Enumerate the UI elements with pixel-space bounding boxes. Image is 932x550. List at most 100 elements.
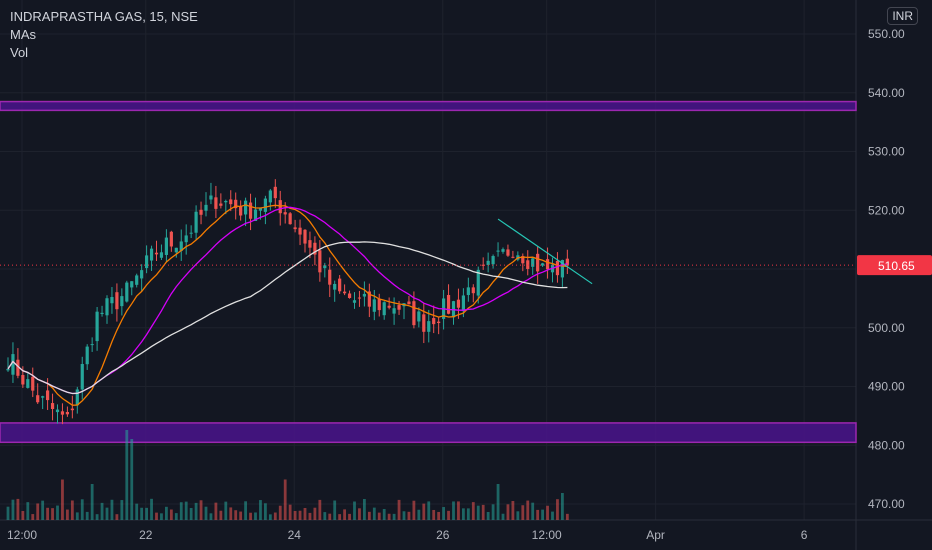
volume-bar <box>224 501 228 520</box>
volume-bar <box>179 502 183 520</box>
volume-bar <box>51 508 54 520</box>
candle-body <box>357 297 362 299</box>
candle-body <box>466 287 470 296</box>
volume-bar <box>120 500 124 520</box>
volume-bar <box>26 502 30 520</box>
candle-body <box>278 200 282 214</box>
candle-body <box>16 359 20 376</box>
volume-bar <box>303 508 307 520</box>
volume-bar <box>80 499 84 520</box>
candle-body <box>164 237 168 255</box>
currency-badge[interactable]: INR <box>887 7 918 25</box>
volume-bar <box>565 513 569 520</box>
volume-bar <box>199 500 203 520</box>
candle-body <box>422 314 426 332</box>
volume-bar <box>21 510 25 520</box>
volume-bar <box>506 504 510 520</box>
candle-body <box>105 298 109 316</box>
volume-bar <box>486 511 490 520</box>
volume-bar <box>214 502 218 520</box>
candle-body <box>179 241 183 251</box>
volume-bar <box>268 514 272 520</box>
candle-body <box>6 368 10 371</box>
candle-body <box>471 287 475 294</box>
candle-body <box>174 247 178 253</box>
candle-body <box>55 409 60 413</box>
volume-bar <box>457 501 460 520</box>
volume-bar <box>442 507 445 520</box>
volume-bar <box>61 479 64 520</box>
volume-bar <box>115 514 119 520</box>
candle-body <box>95 311 99 342</box>
volume-bar <box>70 500 74 520</box>
volume-bar <box>293 510 297 520</box>
volume-bar <box>382 509 386 520</box>
volume-bar <box>526 500 530 520</box>
candle-body <box>328 269 332 285</box>
volume-bar <box>259 500 262 520</box>
volume-bar <box>561 493 564 520</box>
volume-bar <box>427 501 431 520</box>
volume-bar <box>466 508 470 520</box>
volume-bar <box>66 509 69 520</box>
volume-bar <box>298 510 302 520</box>
volume-bar <box>16 498 20 520</box>
candle-body <box>481 264 485 266</box>
volume-bar <box>541 509 544 520</box>
candle-body <box>501 249 505 252</box>
candle-body <box>75 389 79 406</box>
volume-bar <box>452 501 455 520</box>
candle-body <box>506 249 510 256</box>
volume-bar <box>194 502 198 520</box>
candle-body <box>21 375 25 385</box>
volume-bar <box>239 511 243 520</box>
volume-bar <box>343 509 346 520</box>
candle-body <box>46 390 50 401</box>
volume-bar <box>56 505 59 520</box>
volume-bar <box>85 511 89 520</box>
time-axis[interactable]: 12:00 22 24 26 12:00 Apr 6 <box>7 528 808 542</box>
volume-bar <box>145 507 148 520</box>
volume-bar <box>556 499 559 520</box>
volume-bar <box>105 507 109 520</box>
moving-average-line <box>7 241 568 395</box>
candle-body <box>229 199 233 205</box>
volume-bar <box>204 506 208 520</box>
volume-bar <box>110 499 114 520</box>
volume-bar <box>318 499 322 520</box>
candle-body <box>31 376 35 391</box>
volume-bar <box>95 514 99 520</box>
volume-bar <box>372 507 376 520</box>
candle-body <box>446 294 451 314</box>
candle-body <box>65 411 69 415</box>
y-tick-label: 480.00 <box>868 438 905 452</box>
volume-bar <box>31 514 35 520</box>
price-axis[interactable]: 550.00540.00530.00520.00510.00500.00490.… <box>857 27 932 511</box>
volume-bar <box>358 508 361 520</box>
candle-body <box>412 301 416 326</box>
indicator-mas-label[interactable]: MAs <box>10 27 36 42</box>
candle-body <box>120 296 124 307</box>
volume-bar <box>387 513 391 520</box>
last-price-label-bg <box>857 255 932 276</box>
volume-bar <box>90 484 94 520</box>
volume-bar <box>333 500 337 520</box>
volume-bar <box>150 498 153 520</box>
candle-body <box>352 300 357 303</box>
volume-bar <box>491 504 495 520</box>
candle-body <box>496 250 500 252</box>
candle-body <box>70 408 74 411</box>
y-tick-label: 540.00 <box>868 86 905 100</box>
candle-body <box>110 297 114 304</box>
volume-bar <box>407 511 411 520</box>
symbol-title[interactable]: INDRAPRASTHA GAS, 15, NSE <box>10 9 198 24</box>
candle-body <box>545 259 550 270</box>
candle-body <box>11 354 15 375</box>
volume-bar <box>417 509 421 520</box>
candle-body <box>526 260 530 269</box>
volume-bar <box>481 504 485 520</box>
volume-bar <box>264 503 267 520</box>
indicator-vol-label[interactable]: Vol <box>10 45 29 60</box>
candle-body <box>560 260 564 278</box>
